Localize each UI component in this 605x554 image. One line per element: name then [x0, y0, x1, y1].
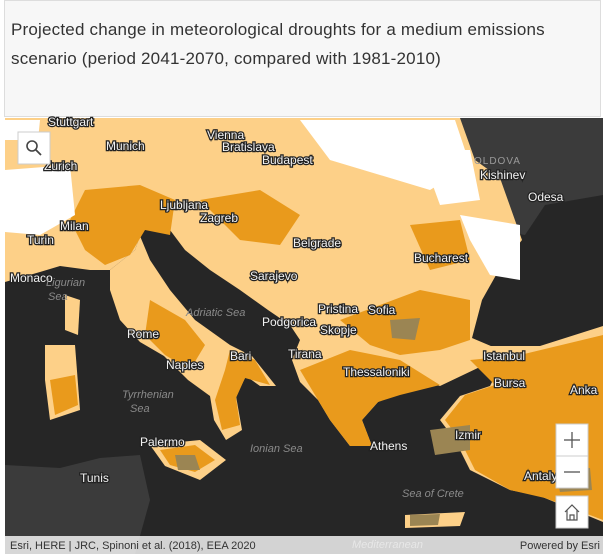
city-label: Ljubljana	[160, 198, 208, 212]
map-layers	[5, 118, 603, 554]
city-label: Athens	[370, 439, 407, 453]
city-label: Turin	[27, 233, 54, 247]
sea-label: Ligurian	[46, 277, 85, 289]
city-label: Bratislava	[222, 140, 275, 154]
city-label: Kishinev	[480, 168, 525, 182]
city-label: Izmir	[455, 428, 481, 442]
sea-label: Sea	[130, 403, 150, 415]
city-label: Stuttgart	[48, 115, 94, 129]
city-label: Antaly	[524, 469, 557, 483]
city-label: Odesa	[528, 190, 564, 204]
city-label: Sofia	[368, 303, 396, 317]
sea-label: Adriatic Sea	[185, 307, 245, 319]
africa	[5, 455, 150, 554]
city-label: Tirana	[288, 347, 322, 361]
city-label: Munich	[106, 139, 145, 153]
city-label: Podgorica	[262, 315, 316, 329]
city-label: Zagreb	[200, 211, 238, 225]
city-label: Bari	[230, 349, 251, 363]
city-label: Vienna	[207, 128, 244, 142]
city-label: Bucharest	[414, 251, 469, 265]
zoom-out-button[interactable]	[555, 455, 589, 489]
city-label: Milan	[60, 219, 89, 233]
city-label: Zurich	[44, 159, 77, 173]
city-label: Tunis	[80, 471, 109, 485]
sea-label: Tyrrhenian	[122, 389, 174, 401]
city-label: Sarajevo	[250, 269, 298, 283]
attribution[interactable]: Esri, HERE | JRC, Spinoni et al. (2018),…	[10, 540, 256, 552]
city-label: Pristina	[318, 302, 358, 316]
land-decrease	[5, 120, 520, 280]
search-button[interactable]	[17, 131, 51, 165]
sea-label: Sea of Crete	[402, 488, 464, 500]
sea-label: Sea	[48, 291, 68, 303]
city-label: Monaco	[10, 271, 53, 285]
city-label: Thessaloniki	[343, 365, 410, 379]
city-label: Skopje	[320, 323, 357, 337]
city-label: Anka	[570, 383, 598, 397]
zoom-in-button[interactable]	[555, 423, 589, 457]
city-label: Naples	[166, 358, 203, 372]
header: Projected change in meteorological droug…	[4, 0, 601, 117]
city-label: Budapest	[262, 153, 313, 167]
city-label: Istanbul	[483, 349, 525, 363]
country-label: OLDOVA	[474, 156, 521, 167]
sea-label: Ionian Sea	[250, 443, 303, 455]
attribution-bar	[5, 536, 603, 554]
city-label: Palermo	[140, 435, 185, 449]
home-button[interactable]	[555, 495, 589, 529]
city-label: Rome	[127, 327, 159, 341]
powered-by[interactable]: Powered by Esri	[520, 540, 600, 552]
city-label: Bursa	[494, 376, 526, 390]
title: Projected change in meteorological droug…	[11, 20, 545, 68]
city-label: Belgrade	[293, 236, 341, 250]
